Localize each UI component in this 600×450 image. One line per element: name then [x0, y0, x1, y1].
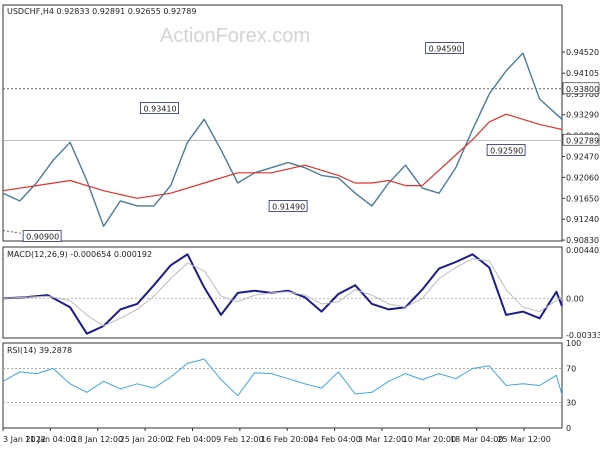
x-tick-label: 3 Jan 2022 [3, 435, 46, 444]
x-tick-label: 25 Mar 12:00 [497, 435, 550, 444]
rsi-line [2, 358, 563, 397]
x-tick-label: 9 Feb 12:00 [216, 435, 263, 444]
price-level-box [22, 230, 62, 242]
watermark: ActionForex.com [160, 25, 310, 47]
x-tick-label: 11 Jan 04:00 [25, 435, 76, 444]
x-tick-label: 24 Feb 04:00 [308, 435, 360, 444]
rsi-y-tick-label: 100 [566, 339, 581, 348]
macd-signal-line [2, 258, 563, 327]
rsi-y-tick-label: 0 [566, 424, 571, 433]
price-y-tick-label: 0.92470 [566, 153, 599, 162]
price-panel-title: USDCHF,H4 0.92833 0.92891 0.92655 0.9278… [7, 7, 196, 16]
macd-line [2, 253, 563, 335]
price-y-tick-label: 0.93700 [566, 90, 599, 99]
rsi-y-tick-label: 70 [566, 365, 576, 374]
price-y-tick-label: 0.94520 [566, 48, 599, 57]
x-tick-label: 18 Jan 12:00 [72, 435, 123, 444]
price-level-box [268, 200, 308, 212]
x-tick-label: 16 Feb 20:00 [261, 435, 313, 444]
price-level-box [425, 42, 465, 54]
macd-y-tick-label: -0.003338 [566, 331, 600, 340]
price-level-label: 0.94590 [429, 45, 462, 54]
price-y-tick-label: 0.92060 [566, 173, 599, 182]
price-y-tick-label: 0.90830 [566, 236, 599, 245]
price-y-tick-label: 0.91650 [566, 194, 599, 203]
resistance-value-label: 0.93800 [566, 85, 599, 94]
price-level-box [140, 102, 179, 115]
price-level-label: 0.92590 [490, 146, 523, 155]
price-level-box [486, 144, 526, 156]
x-tick-label: 25 Jan 20:00 [120, 435, 171, 444]
current-price-label: 0.92789 [566, 136, 599, 145]
price-level-label: 0.93410 [144, 105, 177, 114]
moving-average-line [2, 113, 563, 199]
macd-panel-title: MACD(12,26,9) -0.000654 0.000192 [7, 250, 152, 259]
macd-y-tick-label: 0.00 [566, 294, 584, 303]
price-level-label: 0.90900 [26, 233, 59, 242]
x-tick-label: 2 Feb 04:00 [169, 435, 216, 444]
macd-panel-frame [2, 246, 563, 339]
current-price-box [562, 133, 600, 146]
x-tick-label: 10 Mar 20:00 [403, 435, 456, 444]
x-tick-label: 3 Mar 12:00 [358, 435, 406, 444]
price-panel-frame [2, 4, 563, 242]
price-series-line [2, 52, 563, 228]
rsi-panel-title: RSI(14) 39.2878 [7, 346, 72, 355]
price-y-tick-label: 0.91240 [566, 215, 599, 224]
price-level-label: 0.91490 [272, 202, 305, 211]
price-y-tick-label: 0.94105 [566, 69, 599, 78]
x-tick-label: 18 Mar 04:00 [450, 435, 503, 444]
price-y-tick-label: 0.93290 [566, 111, 599, 120]
rsi-y-tick-label: 30 [566, 399, 576, 408]
macd-y-tick-label: 0.004403 [566, 246, 600, 255]
rsi-panel-frame [2, 342, 563, 429]
resistance-value-box [562, 82, 600, 95]
